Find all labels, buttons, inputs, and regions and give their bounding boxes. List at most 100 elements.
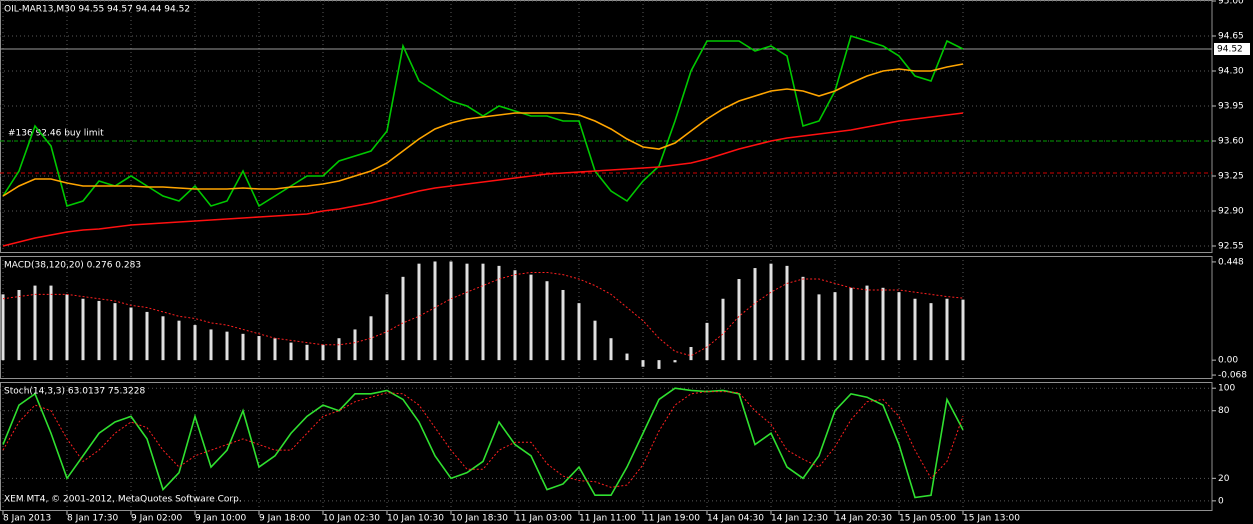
- y-tick-label: 92.55: [1218, 242, 1244, 252]
- order-label: #136 92.46 buy limit: [8, 129, 104, 139]
- macd-bar: [369, 316, 373, 361]
- macd-bar: [801, 276, 805, 361]
- macd-bar: [689, 346, 693, 361]
- x-tick-label: 9 Jan 18:00: [259, 514, 311, 524]
- y-tick-label: 94.65: [1218, 32, 1244, 42]
- macd-bar: [1, 294, 5, 361]
- y-tick-label: 80: [1218, 406, 1230, 416]
- macd-bar: [785, 265, 789, 361]
- y-tick-label: -0.068: [1218, 371, 1247, 381]
- macd-bar: [385, 294, 389, 361]
- series-line: [2, 34, 964, 208]
- x-tick-label: 14 Jan 04:30: [707, 514, 764, 524]
- panel-border: [0, 0, 1213, 253]
- x-tick-label: 9 Jan 02:00: [131, 514, 183, 524]
- y-tick-label: 0.00: [1218, 356, 1238, 366]
- macd-bar: [225, 331, 229, 361]
- macd-bar: [241, 333, 245, 361]
- x-tick-label: 14 Jan 20:30: [835, 514, 892, 524]
- x-tick-label: 10 Jan 18:30: [451, 514, 508, 524]
- copyright: XEM MT4, © 2001-2012, MetaQuotes Softwar…: [4, 495, 242, 505]
- macd-bar: [849, 287, 853, 361]
- macd-bar: [433, 261, 437, 361]
- panel-title: MACD(38,120,20) 0.276 0.283: [4, 261, 141, 271]
- panel-border: [0, 256, 1213, 379]
- macd-bar: [577, 303, 581, 361]
- macd-bar: [529, 274, 533, 361]
- y-tick-label: 0.448: [1218, 257, 1244, 267]
- y-tick-label: 93.95: [1218, 102, 1244, 112]
- x-tick-label: 11 Jan 11:00: [579, 514, 636, 524]
- x-tick-label: 10 Jan 10:30: [387, 514, 444, 524]
- macd-bar: [97, 300, 101, 361]
- x-tick-label: 9 Jan 10:00: [195, 514, 247, 524]
- x-tick-label: 11 Jan 19:00: [643, 514, 700, 524]
- y-tick-label: 92.90: [1218, 207, 1244, 217]
- macd-bar: [113, 303, 117, 361]
- macd-bar: [161, 316, 165, 361]
- series-line: [2, 391, 964, 488]
- macd-bar: [545, 281, 549, 361]
- y-tick-label: 95.00: [1218, 0, 1244, 7]
- macd-bar: [401, 276, 405, 361]
- macd-bar: [49, 285, 53, 361]
- macd-bar: [17, 289, 21, 361]
- series-line: [2, 63, 964, 197]
- macd-bar: [609, 338, 613, 361]
- y-tick-label: 94.30: [1218, 67, 1244, 77]
- macd-bar: [305, 344, 309, 361]
- macd-bar: [465, 263, 469, 361]
- macd-bar: [561, 289, 565, 361]
- x-tick-label: 8 Jan 17:30: [67, 514, 119, 524]
- x-tick-label: 15 Jan 13:00: [963, 514, 1020, 524]
- macd-bar: [353, 329, 357, 361]
- macd-bar: [209, 329, 213, 361]
- y-tick-label: 20: [1218, 474, 1230, 484]
- macd-bar: [961, 299, 965, 361]
- macd-bar: [705, 322, 709, 361]
- panel-title: Stoch(14,3,3) 63.0137 75.3228: [4, 387, 145, 397]
- panel-border: [0, 382, 1213, 511]
- series-line: [2, 387, 964, 499]
- macd-bar: [945, 298, 949, 361]
- macd-bar: [129, 307, 133, 361]
- last-price-label: 94.52: [1217, 45, 1243, 55]
- macd-bar: [625, 353, 629, 361]
- macd-bar: [817, 294, 821, 361]
- x-tick-label: 8 Jan 2013: [3, 514, 51, 524]
- y-tick-label: 0: [1218, 496, 1224, 506]
- macd-bar: [257, 336, 261, 361]
- macd-bar: [177, 320, 181, 361]
- macd-bar: [833, 292, 837, 361]
- macd-bar: [337, 338, 341, 361]
- x-tick-label: 10 Jan 02:30: [323, 514, 380, 524]
- macd-bar: [929, 303, 933, 361]
- last-price-box: [1214, 43, 1250, 55]
- macd-bar: [641, 360, 645, 367]
- macd-bar: [657, 360, 661, 369]
- x-tick-label: 11 Jan 03:00: [515, 514, 572, 524]
- macd-bar: [289, 342, 293, 361]
- x-tick-label: 15 Jan 05:00: [899, 514, 956, 524]
- y-tick-label: 100: [1218, 384, 1235, 394]
- macd-bar: [753, 268, 757, 361]
- macd-bar: [721, 298, 725, 361]
- macd-bar: [321, 344, 325, 361]
- y-tick-label: 93.25: [1218, 172, 1244, 182]
- macd-bar: [81, 298, 85, 361]
- series-line: [2, 112, 964, 247]
- macd-bar: [145, 311, 149, 361]
- macd-bar: [497, 265, 501, 361]
- macd-bar: [273, 338, 277, 361]
- macd-bar: [33, 285, 37, 361]
- macd-bar: [65, 294, 69, 361]
- macd-bar: [737, 279, 741, 361]
- x-tick-label: 14 Jan 12:30: [771, 514, 828, 524]
- macd-bar: [513, 270, 517, 361]
- macd-bar: [865, 285, 869, 361]
- macd-bar: [417, 263, 421, 361]
- macd-bar: [593, 320, 597, 361]
- y-tick-label: 93.60: [1218, 137, 1244, 147]
- macd-bar: [481, 263, 485, 361]
